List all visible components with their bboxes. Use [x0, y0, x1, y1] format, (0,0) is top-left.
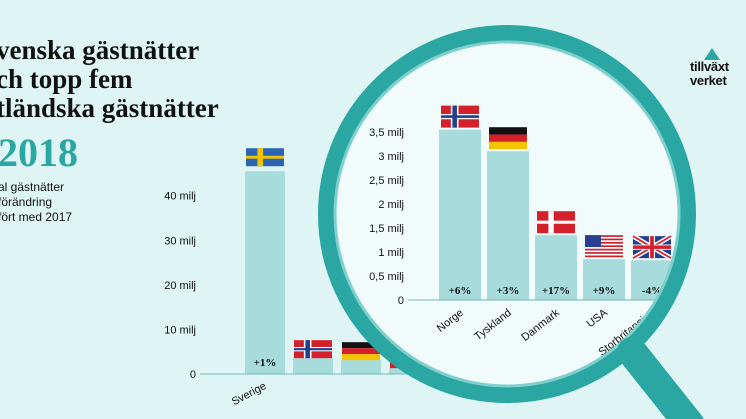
zoom-change-label: +6%: [449, 285, 472, 297]
logo-triangle-icon: [704, 48, 720, 60]
zoom-y-tick-label: 2 milj: [378, 199, 404, 211]
denmark-flag-icon: [537, 211, 575, 234]
subtitle-line-3: fört med 2017: [0, 210, 73, 224]
zoom-y-tick-label: 1 milj: [378, 247, 404, 259]
zoom-change-label: +17%: [542, 285, 570, 297]
subtitle-line-1: al gästnätter: [0, 180, 65, 194]
zoom-y-tick-label: 0: [398, 295, 404, 307]
germany-flag-icon: [342, 342, 380, 361]
usa-flag-icon: [585, 235, 623, 258]
uk-flag-icon: [631, 234, 673, 261]
magnifier-ring: [318, 25, 696, 403]
zoom-bar-usa: [583, 259, 625, 300]
main-y-tick-label: 30 milj: [164, 235, 196, 247]
magnifier-ring-inner: [333, 40, 681, 388]
logo-line-1: tillväxt: [690, 59, 729, 74]
title-line-2: ch topp fem: [0, 64, 133, 94]
logo-line-2: verket: [690, 73, 727, 88]
main-y-tick-label: 0: [190, 369, 196, 381]
title-line-1: venska gästnätter: [0, 35, 200, 65]
main-category-label: Sverige: [230, 380, 269, 408]
zoom-bar-tyskland: [487, 151, 529, 300]
main-y-tick-label: 20 milj: [164, 280, 196, 292]
main-bar-norge: [293, 358, 333, 374]
zoom-y-tick-label: 0,5 milj: [369, 271, 404, 283]
main-bar-sverige: [245, 171, 285, 374]
main-y-tick-label: 10 milj: [164, 324, 196, 336]
zoom-y-tick-label: 2,5 milj: [369, 175, 404, 187]
tillvaxtverket-logo: tillväxt verket: [690, 48, 746, 100]
zoom-change-label: +9%: [593, 285, 616, 297]
main-bar-tyskland: [341, 360, 381, 374]
chart-title: venska gästnätter ch topp fem tländska g…: [0, 36, 219, 123]
zoom-bar-danmark: [535, 235, 577, 300]
title-line-3: tländska gästnätter: [0, 93, 219, 123]
chart-subtitle: al gästnätter förändring fört med 2017: [0, 180, 72, 225]
norway-flag-icon: [294, 340, 332, 359]
subtitle-line-2: förändring: [0, 195, 53, 209]
main-y-tick-label: 40 milj: [164, 191, 196, 203]
zoom-change-label: -4%: [642, 285, 662, 297]
germany-flag-icon: [489, 127, 527, 150]
zoom-y-tick-label: 1,5 milj: [369, 223, 404, 235]
zoom-y-tick-label: 3,5 milj: [369, 127, 404, 139]
zoom-y-tick-label: 3 milj: [378, 151, 404, 163]
sweden-flag-icon: [246, 148, 284, 167]
zoom-bar-norge: [439, 129, 481, 300]
chart-year: 2018: [0, 130, 78, 175]
norway-flag-icon: [441, 105, 479, 128]
main-change-label: +1%: [254, 357, 277, 369]
magnifier-handle: [617, 337, 704, 419]
zoom-change-label: +3%: [497, 285, 520, 297]
